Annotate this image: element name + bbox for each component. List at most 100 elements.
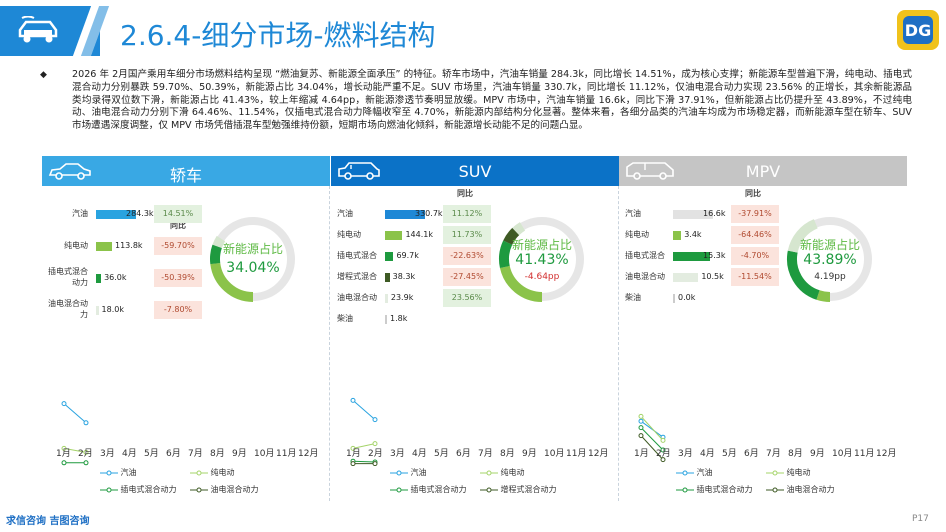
donut-change: -4.64pp bbox=[524, 272, 560, 282]
yoy-column-header: 同比 bbox=[745, 189, 761, 198]
donut-segment bbox=[503, 227, 520, 245]
legend-label: 油电混合动力 bbox=[208, 485, 259, 494]
panel-suv: SUV 同比 汽油 330.7k 11.12% 纯电动 144.1k 11.73% 插电式混… bbox=[331, 156, 619, 501]
month-label: 10月 bbox=[544, 449, 565, 459]
monthly-trend-chart bbox=[61, 401, 89, 466]
trend-line bbox=[640, 416, 664, 441]
sales-bar bbox=[385, 252, 394, 261]
sales-bar bbox=[96, 210, 136, 219]
yoy-badge: -22.63% bbox=[443, 247, 491, 265]
legend-marker-icon bbox=[480, 487, 498, 492]
sales-bar bbox=[385, 294, 388, 303]
panel-header-mpv: MPV bbox=[619, 156, 907, 186]
fuel-type-label: 汽油 bbox=[625, 209, 641, 218]
donut-segment bbox=[499, 265, 543, 302]
legend-marker-icon bbox=[766, 470, 784, 475]
sales-bar bbox=[673, 231, 682, 240]
fuel-type-label: 插电式混合动力 bbox=[48, 267, 88, 287]
legend-label: 纯电动 bbox=[498, 468, 525, 477]
legend-label: 汽油 bbox=[408, 468, 427, 477]
fuel-type-label: 插电式混合动力 bbox=[337, 251, 377, 260]
legend-item: 纯电动 bbox=[190, 467, 235, 478]
monthly-trend-chart bbox=[638, 413, 666, 463]
month-label: 5月 bbox=[434, 449, 449, 459]
legend-label: 插电式混合动力 bbox=[118, 485, 177, 494]
sales-value: 16.6k bbox=[703, 209, 726, 218]
footer-brand: 求信咨询 吉图咨询 bbox=[6, 516, 90, 527]
fuel-row: 汽油 16.6k -37.91% bbox=[619, 204, 819, 226]
month-label: 4月 bbox=[412, 449, 427, 459]
donut-segment bbox=[210, 244, 222, 265]
yoy-badge: 23.56% bbox=[443, 289, 491, 307]
donut-segment bbox=[210, 262, 254, 302]
fuel-type-label: 油电混合动力 bbox=[337, 293, 377, 302]
donut-change: 4.19pp bbox=[814, 272, 846, 282]
yoy-badge: 11.12% bbox=[443, 205, 491, 223]
panel-title: SUV bbox=[458, 162, 492, 181]
svg-text:DG: DG bbox=[905, 21, 931, 40]
fuel-row: 汽油 330.7k 11.12% bbox=[331, 204, 531, 226]
legend-item: 插电式混合动力 bbox=[390, 484, 467, 495]
sales-value: 1.8k bbox=[390, 314, 408, 323]
fuel-row: 纯电动 144.1k 11.73% bbox=[331, 225, 531, 247]
fuel-row: 柴油 1.8k bbox=[331, 309, 531, 331]
trend-point bbox=[83, 449, 89, 455]
trend-line bbox=[352, 443, 376, 449]
yoy-badge: -59.70% bbox=[154, 237, 202, 255]
legend-marker-icon bbox=[190, 487, 208, 492]
donut-segment bbox=[787, 250, 820, 300]
yoy-column-header: 同比 bbox=[457, 189, 473, 198]
legend-item: 油电混合动力 bbox=[190, 484, 259, 495]
month-label: 11月 bbox=[566, 449, 587, 459]
legend-label: 插电式混合动力 bbox=[408, 485, 467, 494]
fuel-type-label: 汽油 bbox=[72, 209, 88, 218]
fuel-row: 插电式混合动力 36.0k -50.39% bbox=[42, 267, 242, 290]
month-label: 10月 bbox=[832, 449, 853, 459]
donut-segment bbox=[512, 222, 526, 236]
yoy-badge: -50.39% bbox=[154, 269, 202, 287]
trend-point bbox=[61, 401, 67, 407]
donut-label: 新能源占比 bbox=[799, 238, 860, 252]
panel-title: 轿车 bbox=[169, 166, 202, 185]
trend-line bbox=[352, 400, 376, 420]
trend-point bbox=[350, 461, 356, 466]
donut-segment bbox=[787, 219, 818, 253]
donut-value: 34.04% bbox=[226, 260, 280, 276]
fuel-type-label: 插电式混合动力 bbox=[625, 251, 665, 260]
sales-value: 23.9k bbox=[390, 293, 414, 302]
trend-point bbox=[61, 445, 67, 451]
fuel-type-label: 油电混合动力 bbox=[625, 272, 665, 281]
fuel-type-label: 纯电动 bbox=[625, 230, 649, 239]
fuel-row: 插电式混合动力 15.3k -4.70% bbox=[619, 246, 819, 268]
legend-marker-icon bbox=[100, 487, 118, 492]
suv-icon bbox=[338, 162, 380, 180]
month-label: 7月 bbox=[766, 449, 781, 459]
legend-item: 增程式混合动力 bbox=[480, 484, 557, 495]
trend-line bbox=[63, 403, 87, 424]
fuel-type-label: 纯电动 bbox=[64, 241, 88, 250]
donut-label: 新能源占比 bbox=[222, 242, 283, 256]
fuel-type-label: 柴油 bbox=[337, 314, 353, 323]
trend-point bbox=[83, 420, 89, 426]
yoy-badge: -7.80% bbox=[154, 301, 202, 319]
sales-bar bbox=[673, 294, 675, 303]
legend-item: 插电式混合动力 bbox=[676, 484, 753, 495]
month-label: 3月 bbox=[678, 449, 693, 459]
sales-bar bbox=[673, 273, 699, 282]
trend-point bbox=[638, 418, 644, 424]
nev-share-donut: 新能源占比 34.04% bbox=[208, 214, 298, 304]
sales-bar bbox=[96, 274, 102, 283]
trend-point bbox=[372, 417, 378, 423]
panel-mpv: MPV 同比 汽油 16.6k -37.91% 纯电动 3.4k -64.46% 插电式混合… bbox=[619, 156, 907, 501]
trend-point bbox=[660, 447, 666, 453]
trend-point bbox=[660, 437, 666, 443]
month-label: 2月 bbox=[78, 449, 93, 459]
month-label: 5月 bbox=[144, 449, 159, 459]
mpv-icon bbox=[626, 162, 674, 180]
trend-line bbox=[640, 435, 664, 460]
page-number: P17 bbox=[912, 514, 929, 524]
sales-value: 330.7k bbox=[415, 209, 443, 218]
yoy-badge: 14.51% bbox=[154, 205, 202, 223]
month-label: 7月 bbox=[188, 449, 203, 459]
